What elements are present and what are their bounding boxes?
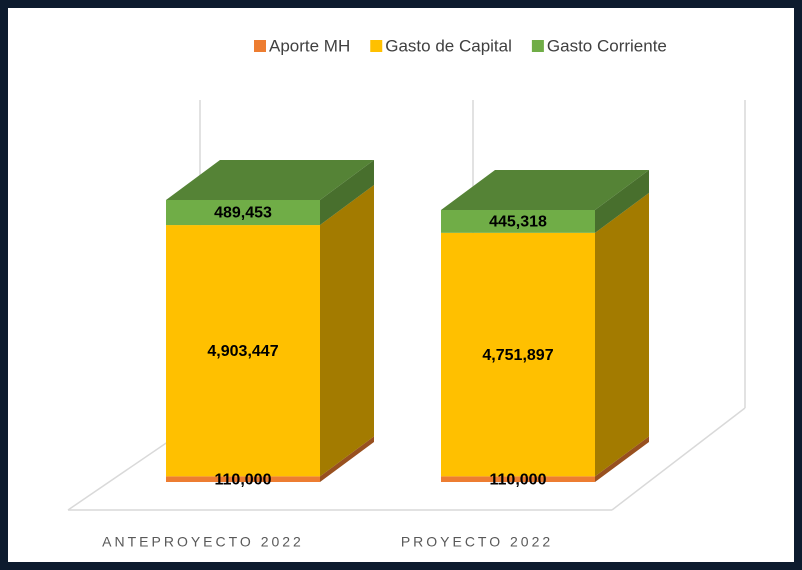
plot-background: [8, 8, 794, 562]
bar-side: [595, 170, 649, 233]
legend-label: Gasto Corriente: [547, 36, 667, 55]
bar-segment: [441, 476, 595, 482]
bar-side: [320, 185, 374, 477]
data-label: 110,000: [490, 471, 547, 488]
data-label: 489,453: [214, 205, 272, 222]
bar-segment: [441, 210, 595, 233]
bar-side: [320, 159, 374, 226]
data-label: 110,000: [215, 471, 272, 488]
x-tick-label: PROYECTO 2022: [401, 534, 553, 550]
bar-segment: [166, 199, 320, 226]
bar-top: [441, 170, 649, 211]
bar-segment: [166, 476, 320, 482]
bar-side: [595, 436, 649, 482]
legend-swatch: [254, 40, 266, 52]
legend-label: Aporte MH: [269, 36, 350, 55]
bar-segment: [441, 232, 595, 477]
data-label: 4,751,897: [482, 347, 553, 364]
data-label: 445,318: [489, 214, 547, 231]
legend-swatch: [370, 40, 383, 52]
x-tick-label: ANTEPROYECTO 2022: [102, 534, 304, 550]
bar-segment: [166, 225, 320, 477]
legend-swatch: [531, 40, 544, 52]
data-label: 4,903,447: [207, 343, 278, 360]
legend-label: Gasto de Capital: [385, 36, 512, 55]
bar-top: [166, 159, 374, 200]
bar-side: [320, 436, 374, 482]
bar-side: [595, 192, 649, 477]
